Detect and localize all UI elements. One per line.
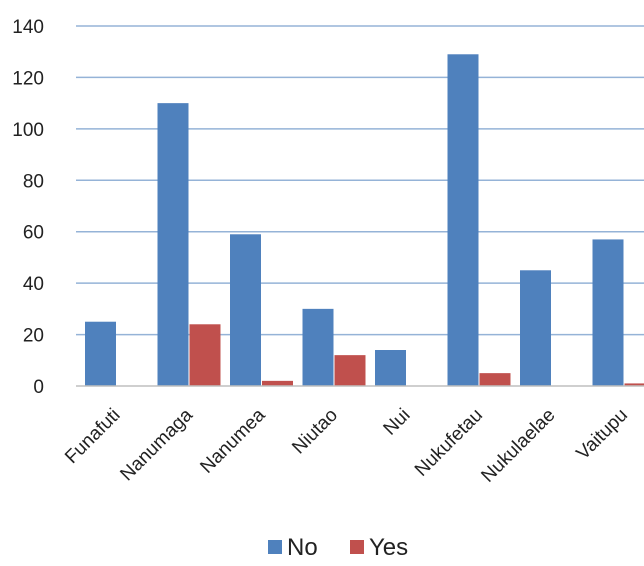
x-category-label: Nanumaga	[116, 404, 197, 485]
legend-label-yes: Yes	[369, 534, 408, 561]
x-category-label: Funafuti	[61, 405, 124, 468]
bar-yes-nanumaga	[189, 324, 221, 386]
y-tick-label: 60	[23, 223, 44, 244]
legend-swatch-no	[268, 540, 282, 554]
y-tick-label: 0	[33, 377, 44, 398]
bar-yes-nanumea	[262, 380, 293, 386]
bar-no-funafuti	[85, 321, 116, 386]
bar-no-nukufetau	[447, 54, 479, 387]
bar-no-nanumaga	[157, 103, 189, 387]
bar-no-vaitupu	[592, 239, 624, 386]
bar-no-nui	[375, 350, 406, 386]
y-tick-label: 20	[23, 326, 44, 347]
y-axis-tick-labels: 0 20 40 60 80 100 120 140	[12, 17, 44, 398]
bar-no-niutao	[302, 308, 334, 386]
legend: No Yes	[268, 534, 408, 561]
bar-no-nukulaelae	[520, 270, 551, 386]
x-category-label: Vaitupu	[573, 405, 632, 464]
y-tick-label: 120	[12, 68, 44, 89]
x-category-label: Nukufetau	[411, 405, 487, 481]
y-tick-label: 100	[12, 120, 44, 141]
y-tick-label: 140	[12, 17, 44, 38]
x-category-label: Nanumea	[196, 404, 269, 477]
bar-no-nanumea	[230, 234, 261, 386]
x-category-label: Nui	[380, 405, 415, 440]
bars	[85, 54, 644, 387]
bar-yes-vaitupu	[624, 383, 644, 386]
legend-swatch-yes	[350, 540, 364, 554]
x-category-label: Niutao	[288, 405, 342, 459]
bar-yes-niutao	[334, 355, 366, 386]
bar-yes-nukufetau	[479, 373, 511, 386]
x-category-label: Nukulaelae	[477, 405, 559, 487]
legend-label-no: No	[287, 534, 318, 561]
y-tick-label: 80	[23, 171, 44, 192]
y-tick-label: 40	[23, 274, 44, 295]
